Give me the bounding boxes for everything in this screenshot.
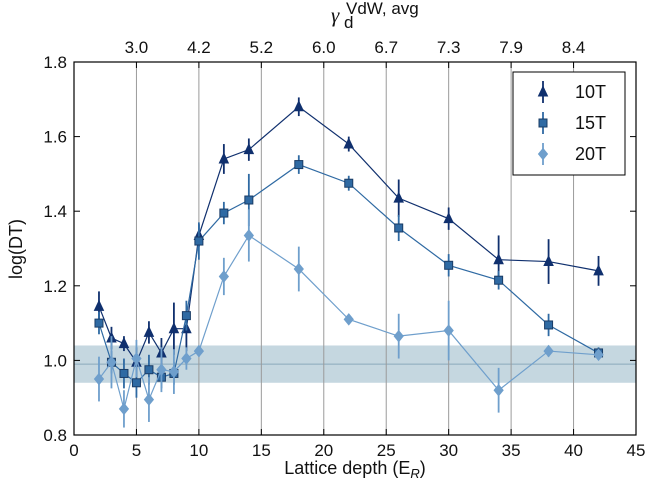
data-point [243,229,254,242]
y-tick-label: 1.6 [43,128,67,147]
data-point [244,195,254,205]
data-point [544,320,554,330]
data-point [218,152,230,164]
data-point [293,262,304,276]
data-point [144,365,154,375]
data-point [181,352,192,365]
data-point [94,318,104,328]
x-tick-label: 40 [564,441,583,460]
x-tick-label: 20 [314,441,333,460]
data-point [343,137,355,149]
top-tick-label: 5.2 [250,38,274,57]
top-axis-label-superscript: VdW, avg [346,0,419,18]
x-tick-label: 25 [377,441,396,460]
y-tick-label: 1.8 [43,53,67,72]
top-tick-label: 3.0 [125,38,149,57]
legend-marker [538,118,548,128]
legend-label: 15T [575,113,606,133]
x-axis-label-subscript: R [410,466,419,481]
x-axis-label-main: Lattice depth (E [284,458,410,478]
data-point [106,355,117,369]
y-axis-label: log(DT) [6,219,26,279]
data-point [193,344,205,358]
x-axis-label: Lattice depth (ER) [284,458,425,481]
top-tick-label: 6.7 [374,38,398,57]
reference-band-layer [74,345,636,383]
data-point [118,402,130,416]
data-point [168,322,180,334]
data-point [593,264,604,276]
top-tick-label: 7.3 [437,38,461,57]
top-tick-label: 8.4 [562,38,586,57]
tick-layer: 0 5 10 15 20 25 30 35 40 45 0.8 1.0 1.2 1.4 1.6 1.8 3.0 4… [43,38,645,460]
data-point [143,393,155,406]
data-point [131,378,141,388]
x-tick-label: 15 [252,441,271,460]
top-tick-label: 6.0 [312,38,336,57]
data-point [543,344,554,358]
x-tick-label: 10 [189,441,208,460]
data-point [443,324,454,337]
y-tick-label: 0.8 [43,426,67,445]
series-20T [93,209,604,428]
x-tick-label: 30 [439,441,458,460]
x-tick-label: 0 [69,441,78,460]
x-tick-label: 35 [502,441,521,460]
x-tick-label: 45 [627,441,646,460]
y-tick-label: 1.0 [43,351,67,370]
data-point [493,383,504,397]
data-point [493,253,504,265]
data-point [93,372,105,386]
legend-box [512,71,626,176]
top-tick-label: 7.9 [499,38,523,57]
data-point [444,260,454,270]
top-tick-label: 4.2 [187,38,211,57]
data-point [143,325,155,337]
legend-marker [537,85,549,97]
legend-marker [537,147,549,161]
x-axis-label-close: ) [420,458,426,478]
x-tick-label: 5 [132,441,141,460]
legend: 10T 15T 20T [512,71,626,176]
data-point [593,348,604,362]
y-tick-label: 1.2 [43,277,67,296]
data-point [294,160,304,170]
legend-label: 10T [575,82,606,102]
data-point [393,191,405,203]
data-point [181,311,191,321]
data-point [343,313,354,326]
plot-frame [73,61,637,436]
data-point [93,299,105,311]
series-15T [94,155,604,398]
data-point [156,363,167,377]
data-point [543,254,554,267]
data-point [243,142,255,155]
legend-label: 20T [575,144,606,164]
data-point [443,211,454,224]
data-point [344,178,354,188]
data-point [194,236,204,246]
data-point [393,329,404,343]
data-point [118,336,130,349]
series-layer [93,97,604,428]
top-axis-label-subscript: d [344,13,353,32]
data-point [119,368,129,378]
data-point [131,352,142,365]
data-point [168,365,180,378]
data-point [218,270,230,283]
legend-items: 10T 15T 20T [537,81,606,165]
series-line [98,234,599,410]
data-point [219,208,229,218]
top-axis-label: γ [331,3,340,27]
y-tick-label: 1.4 [43,202,67,221]
data-point [394,223,404,233]
data-point [494,275,504,285]
data-point [293,100,305,112]
